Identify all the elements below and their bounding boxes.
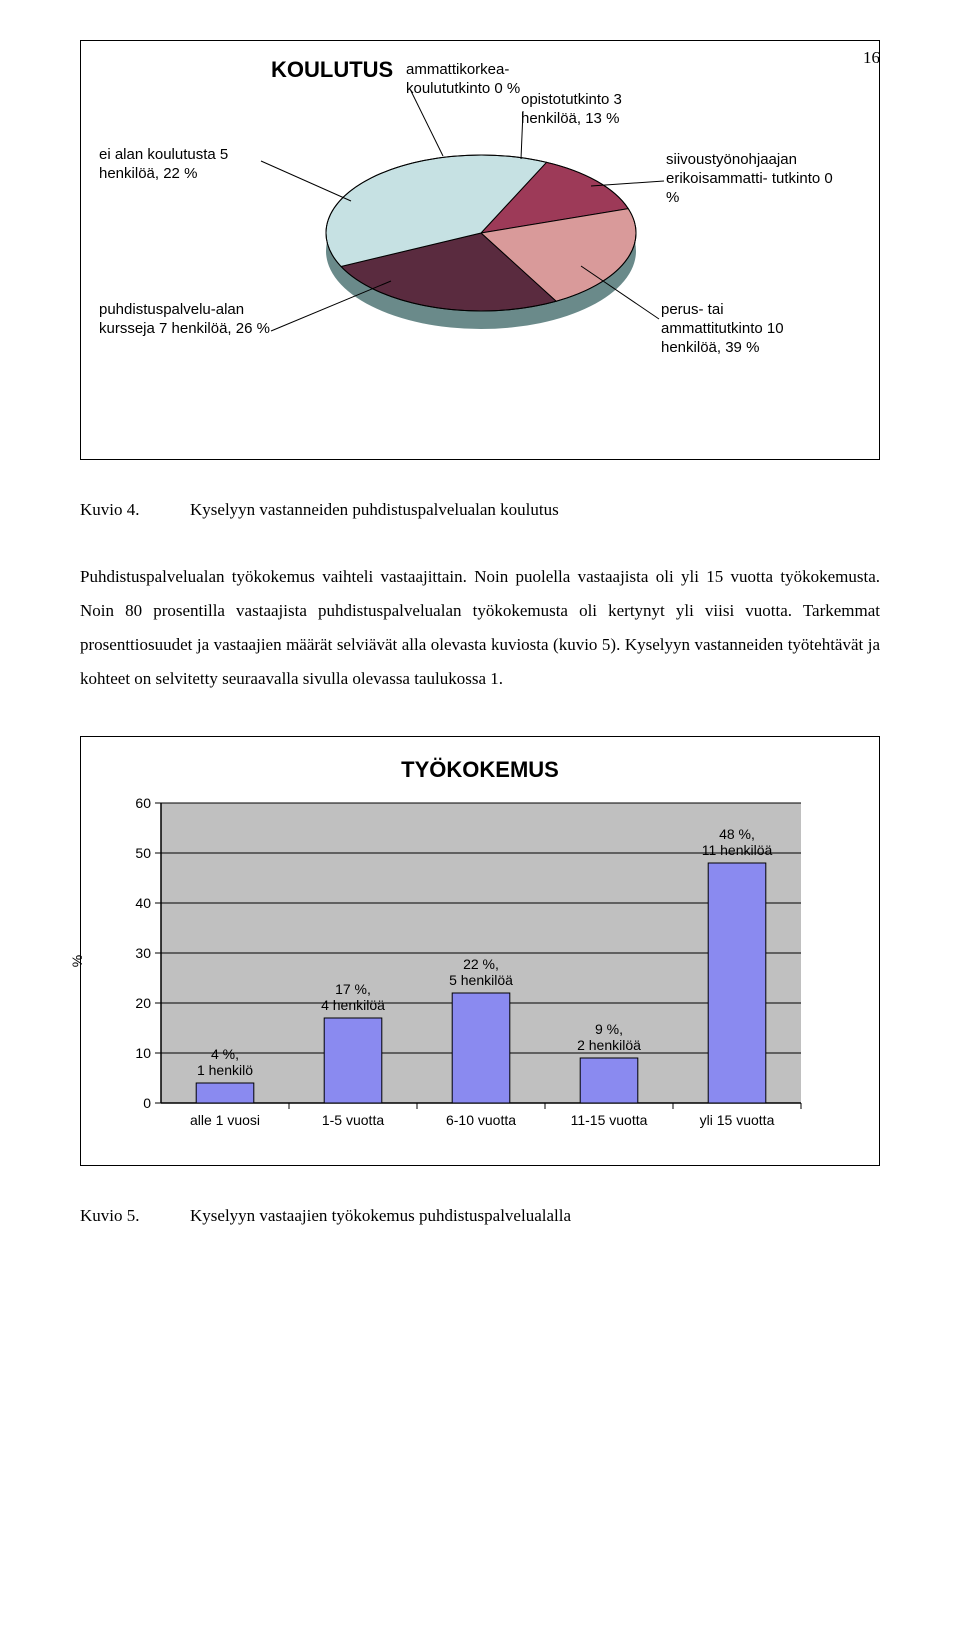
svg-text:30: 30 (135, 945, 151, 961)
kuvio4-text: Kyselyyn vastanneiden puhdistuspalvelual… (190, 500, 559, 520)
svg-text:11-15 vuotta: 11-15 vuotta (571, 1112, 648, 1128)
svg-text:60: 60 (135, 795, 151, 811)
svg-text:10: 10 (135, 1045, 151, 1061)
svg-text:4 henkilöä: 4 henkilöä (321, 997, 385, 1013)
svg-text:9 %,: 9 %, (595, 1021, 623, 1037)
chart2-title: TYÖKOKEMUS (101, 757, 859, 783)
bar-chart-tyokokemus: TYÖKOKEMUS % 0102030405060alle 1 vuosi4 … (80, 736, 880, 1166)
pie-chart-svg (311, 121, 651, 401)
svg-text:5 henkilöä: 5 henkilöä (449, 972, 513, 988)
pie-label-perus: perus- tai ammattitutkinto 10 henkilöä, … (661, 301, 821, 357)
svg-text:1-5 vuotta: 1-5 vuotta (322, 1112, 384, 1128)
body-paragraph: Puhdistuspalvelualan työkokemus vaihteli… (80, 560, 880, 696)
pie-chart-koulutus: KOULUTUS ammattikorkea- koulututkinto 0 … (80, 40, 880, 460)
svg-text:22 %,: 22 %, (463, 956, 499, 972)
kuvio5-text: Kyselyyn vastaajien työkokemus puhdistus… (190, 1206, 571, 1226)
svg-text:1 henkilö: 1 henkilö (197, 1062, 253, 1078)
kuvio4-caption: Kuvio 4. Kyselyyn vastanneiden puhdistus… (80, 500, 880, 520)
svg-text:yli 15 vuotta: yli 15 vuotta (700, 1112, 775, 1128)
svg-text:40: 40 (135, 895, 151, 911)
svg-text:50: 50 (135, 845, 151, 861)
pie-label-siivous: siivoustyönohjaajan erikoisammatti- tutk… (666, 151, 836, 207)
kuvio5-caption: Kuvio 5. Kyselyyn vastaajien työkokemus … (80, 1206, 880, 1226)
svg-text:alle 1 vuosi: alle 1 vuosi (190, 1112, 260, 1128)
svg-text:48 %,: 48 %, (719, 826, 755, 842)
y-axis-label: % (69, 955, 85, 967)
kuvio4-label: Kuvio 4. (80, 500, 190, 520)
svg-text:20: 20 (135, 995, 151, 1011)
svg-text:0: 0 (143, 1095, 151, 1111)
svg-text:4 %,: 4 %, (211, 1046, 239, 1062)
chart1-title: KOULUTUS (271, 57, 393, 83)
pie-label-ei-alan: ei alan koulutusta 5 henkilöä, 22 % (99, 146, 259, 184)
svg-text:6-10 vuotta: 6-10 vuotta (446, 1112, 516, 1128)
svg-text:11 henkilöä: 11 henkilöä (702, 842, 773, 858)
svg-text:17 %,: 17 %, (335, 981, 371, 997)
svg-text:2 henkilöä: 2 henkilöä (577, 1037, 641, 1053)
kuvio5-label: Kuvio 5. (80, 1206, 190, 1226)
pie-label-puhdistus: puhdistuspalvelu-alan kursseja 7 henkilö… (99, 301, 279, 339)
bar-chart-svg: 0 10 20 30 40 50 60 alle 1 vuosi 4 %,1 henkilö 1-… (101, 793, 831, 1143)
